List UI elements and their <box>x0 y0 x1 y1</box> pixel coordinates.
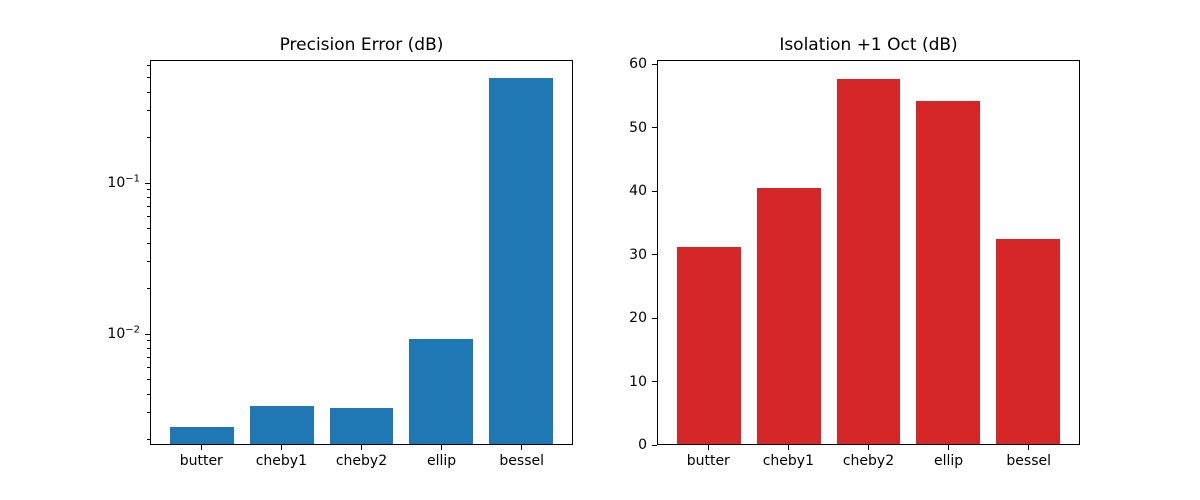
chart-title: Precision Error (dB) <box>279 35 444 55</box>
x-tick-label-cheby1: cheby1 <box>762 453 814 469</box>
y-major-tick <box>652 190 657 192</box>
plot-area <box>150 60 573 445</box>
y-minor-tick <box>147 137 150 139</box>
y-minor-tick <box>147 288 150 290</box>
x-tick-label-cheby2: cheby2 <box>842 453 895 469</box>
y-minor-tick <box>147 378 150 380</box>
axes-precision-error: Precision Error (dB) 10−2 10−1 butter cheby… <box>107 35 573 469</box>
y-major-tick <box>652 317 657 319</box>
bar-cheby2 <box>836 79 901 444</box>
x-tick-label-ellip: ellip <box>427 453 457 469</box>
y-minor-tick <box>147 197 150 199</box>
y-minor-tick <box>147 348 150 350</box>
bar-bessel <box>489 78 553 444</box>
x-tick <box>948 445 950 450</box>
y-minor-tick <box>147 65 150 67</box>
y-major-tick <box>652 444 657 446</box>
y-minor-tick <box>147 110 150 112</box>
x-tick <box>707 445 709 450</box>
y-major-tick <box>652 127 657 129</box>
axes-isolation: Isolation +1 Oct (dB) 0 10 20 30 40 50 60 butte… <box>629 35 1080 469</box>
bar-bessel <box>996 238 1060 444</box>
chart-title: Isolation +1 Oct (dB) <box>779 35 958 55</box>
x-tick-label-ellip: ellip <box>934 453 964 469</box>
bar-butter <box>170 426 234 444</box>
y-minor-tick <box>147 77 150 78</box>
y-minor-tick <box>147 412 150 414</box>
y-tick-label: 40 <box>629 183 647 200</box>
y-minor-tick <box>147 91 150 93</box>
y-tick-label: 10−2 <box>107 324 140 342</box>
y-minor-tick <box>147 393 150 395</box>
bar-ellip <box>409 339 474 444</box>
y-major-tick <box>652 254 657 256</box>
y-minor-tick <box>147 189 150 191</box>
y-minor-tick <box>147 227 150 229</box>
x-tick-label-bessel: bessel <box>1006 453 1052 469</box>
y-tick-label: 50 <box>629 119 647 136</box>
y-minor-tick <box>147 366 150 368</box>
x-tick-label-butter: butter <box>179 453 223 469</box>
y-tick-label: 30 <box>629 246 647 263</box>
x-tick <box>361 445 362 450</box>
y-tick-label: 60 <box>629 56 647 73</box>
y-major-tick <box>145 182 150 184</box>
plot-area <box>657 60 1080 445</box>
x-tick <box>280 445 282 450</box>
bar-ellip <box>916 101 981 444</box>
x-tick <box>200 445 202 450</box>
y-minor-tick <box>147 356 150 358</box>
y-tick-label: 10 <box>629 373 647 390</box>
y-tick-label: 20 <box>629 310 647 327</box>
y-tick-label: 10−1 <box>107 173 140 192</box>
y-major-tick <box>652 381 657 383</box>
y-major-tick <box>652 63 657 65</box>
bar-cheby2 <box>329 407 394 444</box>
y-major-tick <box>145 333 150 335</box>
y-minor-tick <box>147 205 150 207</box>
x-tick <box>441 445 443 450</box>
x-tick-label-cheby2: cheby2 <box>335 453 388 469</box>
x-tick-label-butter: butter <box>686 453 730 469</box>
x-tick-label-bessel: bessel <box>499 453 545 469</box>
x-tick <box>787 445 789 450</box>
y-tick-label: 0 <box>638 437 647 453</box>
bar-cheby1 <box>756 188 821 444</box>
y-minor-tick <box>147 242 150 244</box>
x-tick-label-cheby1: cheby1 <box>255 453 307 469</box>
bar-butter <box>677 247 741 444</box>
x-tick <box>868 445 869 450</box>
x-tick <box>521 445 523 450</box>
bar-cheby1 <box>249 405 314 444</box>
x-tick <box>1028 445 1030 450</box>
y-minor-tick <box>147 216 150 218</box>
y-minor-tick <box>147 439 150 441</box>
y-minor-tick <box>147 340 150 342</box>
y-minor-tick <box>147 261 150 263</box>
